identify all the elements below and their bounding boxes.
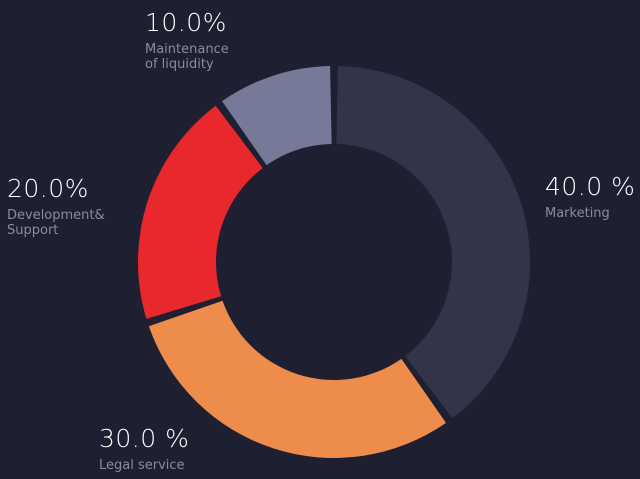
- slice-maintenance: [221, 66, 332, 166]
- slice-label-development: Development& Support: [7, 208, 105, 238]
- slice-legal: [148, 300, 447, 458]
- slice-marketing: [336, 66, 530, 419]
- callout-maintenance: 10.0% Maintenance of liquidity: [145, 8, 229, 72]
- value-label-development: 20.0%: [7, 174, 89, 203]
- value-label-legal: 30.0 %: [99, 424, 190, 453]
- value-label-marketing: 40.0 %: [545, 172, 636, 201]
- callout-marketing: 40.0 % Marketing: [545, 172, 635, 221]
- slice-label-maintenance: Maintenance of liquidity: [145, 42, 229, 72]
- slice-development: [138, 105, 263, 319]
- value-label-maintenance: 10.0%: [145, 8, 227, 37]
- callout-development: 20.0% Development& Support: [7, 174, 105, 238]
- slice-label-legal: Legal service: [99, 458, 185, 473]
- callout-legal: 30.0 % Legal service: [99, 424, 189, 473]
- slice-label-marketing: Marketing: [545, 206, 610, 221]
